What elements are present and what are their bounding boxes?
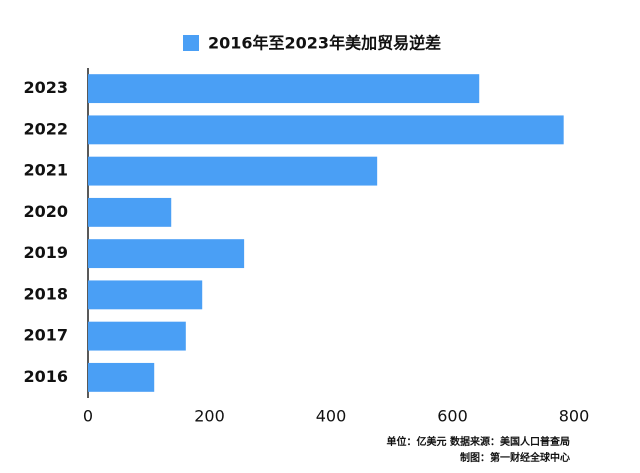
note: 单位：亿美元 数据来源：美国人口普查局 xyxy=(387,435,570,448)
y-tick-label: 2017 xyxy=(23,326,68,345)
y-tick-label: 2019 xyxy=(23,243,68,262)
y-tick-label: 2016 xyxy=(23,367,68,386)
y-tick-label: 2018 xyxy=(23,284,68,303)
x-tick-label: 600 xyxy=(437,407,468,426)
bar xyxy=(88,115,564,145)
bar xyxy=(88,321,186,351)
bar xyxy=(88,280,203,310)
x-tick-label: 400 xyxy=(316,407,347,426)
x-tick-label: 200 xyxy=(194,407,225,426)
y-tick-label: 2023 xyxy=(23,78,68,97)
bar xyxy=(88,239,245,269)
bar xyxy=(88,197,172,227)
bar xyxy=(88,74,480,104)
x-tick-label: 0 xyxy=(83,407,93,426)
legend-swatch xyxy=(183,35,199,51)
x-tick-label: 800 xyxy=(559,407,590,426)
y-tick-label: 2021 xyxy=(23,161,68,180)
note: 制图：第一财经全球中心 xyxy=(460,451,570,464)
y-tick-label: 2022 xyxy=(23,119,68,138)
y-tick-label: 2020 xyxy=(23,202,68,221)
legend-label: 2016年至2023年美加贸易逆差 xyxy=(208,34,441,53)
bar xyxy=(88,362,155,392)
bar xyxy=(88,156,378,186)
